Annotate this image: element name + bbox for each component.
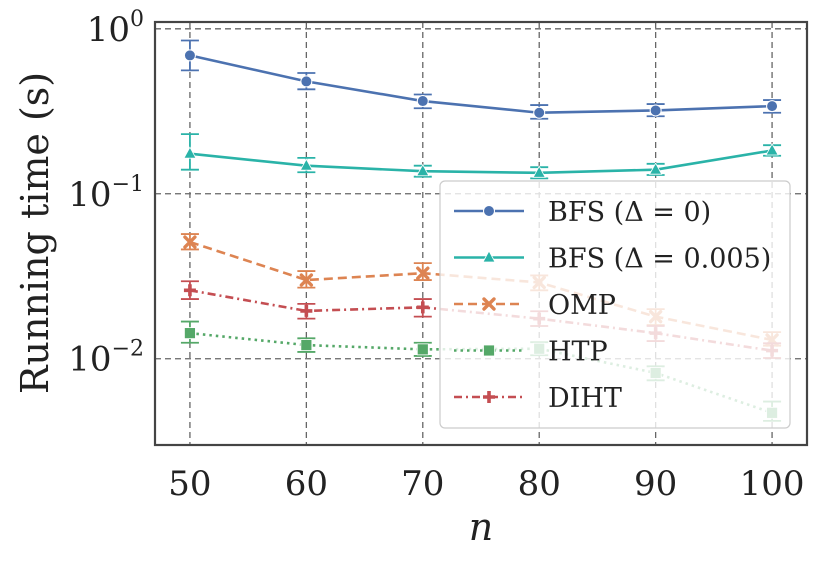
legend-entry: HTP <box>454 337 608 368</box>
data-point <box>183 284 196 297</box>
x-tick-label: 70 <box>401 464 444 504</box>
x-tick-label: 100 <box>740 464 805 504</box>
data-point <box>183 49 196 62</box>
data-point <box>183 146 197 159</box>
legend-label: BFS (Δ = 0) <box>548 197 711 228</box>
data-point <box>766 100 779 113</box>
data-point <box>300 75 313 88</box>
y-tick-label: 10−1 <box>68 172 144 215</box>
x-tick-label: 90 <box>634 464 677 504</box>
series-line-1 <box>189 149 773 175</box>
data-point <box>648 162 663 175</box>
series-0 <box>180 39 782 120</box>
legend: BFS (Δ = 0) BFS (Δ = 0.005) OMP HTP DIHT <box>439 180 791 429</box>
data-point <box>416 163 430 177</box>
data-point <box>300 304 313 317</box>
legend-marker <box>482 297 496 311</box>
y-axis: 10−2 10−1 100 <box>68 7 144 380</box>
legend-label: BFS (Δ = 0.005) <box>548 244 771 275</box>
legend-entry: DIHT <box>454 383 622 414</box>
data-point <box>299 273 314 287</box>
y-tick-label: 100 <box>87 7 144 50</box>
data-point <box>416 95 429 108</box>
data-point <box>765 143 779 156</box>
legend-marker <box>483 205 495 217</box>
x-tick-label: 80 <box>518 464 561 504</box>
series-1 <box>180 133 782 180</box>
legend-label: HTP <box>548 337 608 368</box>
y-tick-label: 10−2 <box>68 337 144 380</box>
data-point <box>649 104 662 117</box>
data-point <box>416 266 430 280</box>
legend-label: OMP <box>548 290 616 321</box>
legend-marker <box>482 250 496 263</box>
y-axis-label: Running time (s) <box>13 72 57 394</box>
plot-frame <box>153 20 809 447</box>
legend-entry: BFS (Δ = 0.005) <box>454 244 771 275</box>
data-point <box>532 165 546 178</box>
data-point <box>184 327 196 340</box>
data-point <box>299 158 314 171</box>
data-point <box>183 235 197 249</box>
series-line-0 <box>189 54 773 115</box>
data-point <box>416 301 429 314</box>
x-axis-label: n <box>469 505 493 549</box>
data-point <box>533 106 546 119</box>
legend-marker <box>483 344 495 357</box>
legend-entry: BFS (Δ = 0) <box>454 197 711 228</box>
x-tick-label: 60 <box>285 464 328 504</box>
legend-entry: OMP <box>454 290 616 321</box>
x-axis: 50 60 70 80 90 100 <box>168 464 804 504</box>
legend-marker <box>483 391 495 403</box>
legend-box <box>439 180 791 429</box>
data-point <box>300 339 313 351</box>
data-point <box>416 343 429 356</box>
x-tick-label: 50 <box>168 464 211 504</box>
legend-label: DIHT <box>548 383 622 414</box>
